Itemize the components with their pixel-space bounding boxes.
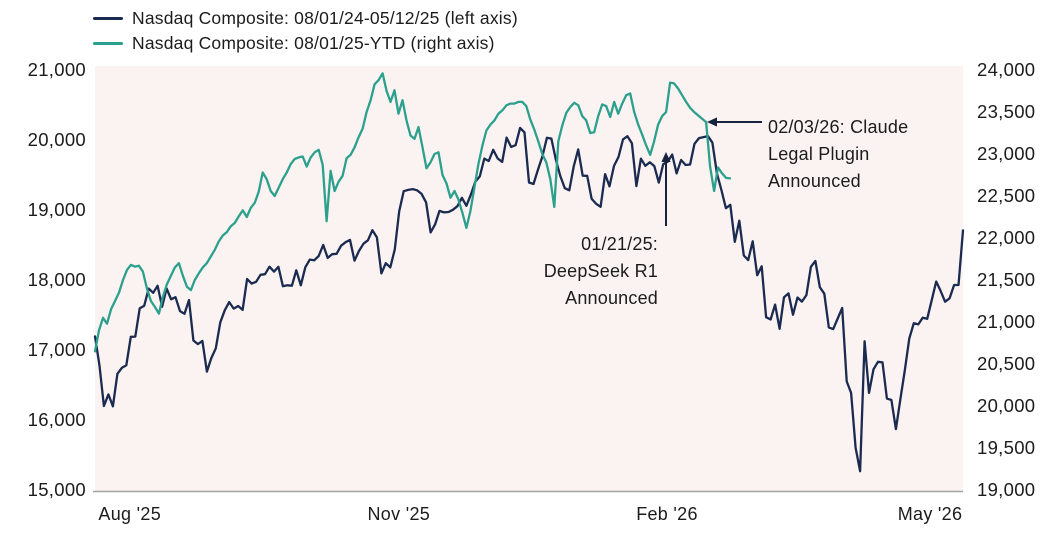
annotation-line: DeepSeek R1: [543, 261, 658, 281]
annotation-deepseek-r1: 01/21/25: DeepSeek R1 Announced: [508, 231, 658, 312]
x-axis-tick: May '26: [897, 504, 963, 524]
left-axis-tick: 15,000: [27, 479, 86, 500]
right-axis-tick: 21,000: [977, 311, 1036, 332]
legend-swatch-navy-line: [93, 16, 123, 21]
annotation-line: Announced: [768, 171, 861, 191]
left-axis-tick: 20,000: [27, 129, 86, 150]
x-axis-tick: Feb '26: [636, 504, 698, 524]
annotation-line: Announced: [565, 288, 658, 308]
annotation-arrowhead-claude-legal-plugin: [707, 117, 717, 127]
right-axis-tick: 23,500: [977, 101, 1036, 122]
legend-label: Nasdaq Composite: 08/01/24-05/12/25 (lef…: [132, 8, 518, 28]
right-axis-tick: 23,000: [977, 143, 1036, 164]
series-line-teal: [93, 72, 732, 353]
x-axis-tick: Nov '25: [367, 504, 431, 524]
right-axis-tick: 20,000: [977, 395, 1036, 416]
annotation-line: Legal Plugin: [768, 144, 870, 164]
left-axis-tick: 18,000: [27, 269, 86, 290]
legend-item-left-axis: Nasdaq Composite: 08/01/24-05/12/25 (lef…: [93, 6, 518, 31]
right-axis-tick: 21,500: [977, 269, 1036, 290]
series-line-navy: [93, 126, 965, 473]
left-axis-tick: 19,000: [27, 199, 86, 220]
right-axis-tick: 22,500: [977, 185, 1036, 206]
legend-item-right-axis: Nasdaq Composite: 08/01/25-YTD (right ax…: [93, 31, 518, 56]
x-axis-tick: Aug '25: [98, 504, 162, 524]
legend: Nasdaq Composite: 08/01/24-05/12/25 (lef…: [93, 6, 518, 56]
annotation-claude-legal-plugin: 02/03/26: Claude Legal Plugin Announced: [768, 114, 968, 195]
legend-label: Nasdaq Composite: 08/01/25-YTD (right ax…: [132, 33, 495, 53]
annotation-arrowhead-deepseek-r1: [661, 152, 671, 162]
left-axis-tick: 16,000: [27, 409, 86, 430]
annotation-line: 02/03/26: Claude: [768, 117, 909, 137]
right-axis-tick: 24,000: [977, 59, 1036, 80]
right-axis-tick: 20,500: [977, 353, 1036, 374]
right-axis-tick: 19,500: [977, 437, 1036, 458]
left-axis-tick: 21,000: [27, 59, 86, 80]
right-axis-tick: 22,000: [977, 227, 1036, 248]
left-axis-tick: 17,000: [27, 339, 86, 360]
right-axis-tick: 19,000: [977, 479, 1036, 500]
legend-swatch-teal-line: [93, 41, 123, 46]
annotation-line: 01/21/25:: [581, 234, 658, 254]
